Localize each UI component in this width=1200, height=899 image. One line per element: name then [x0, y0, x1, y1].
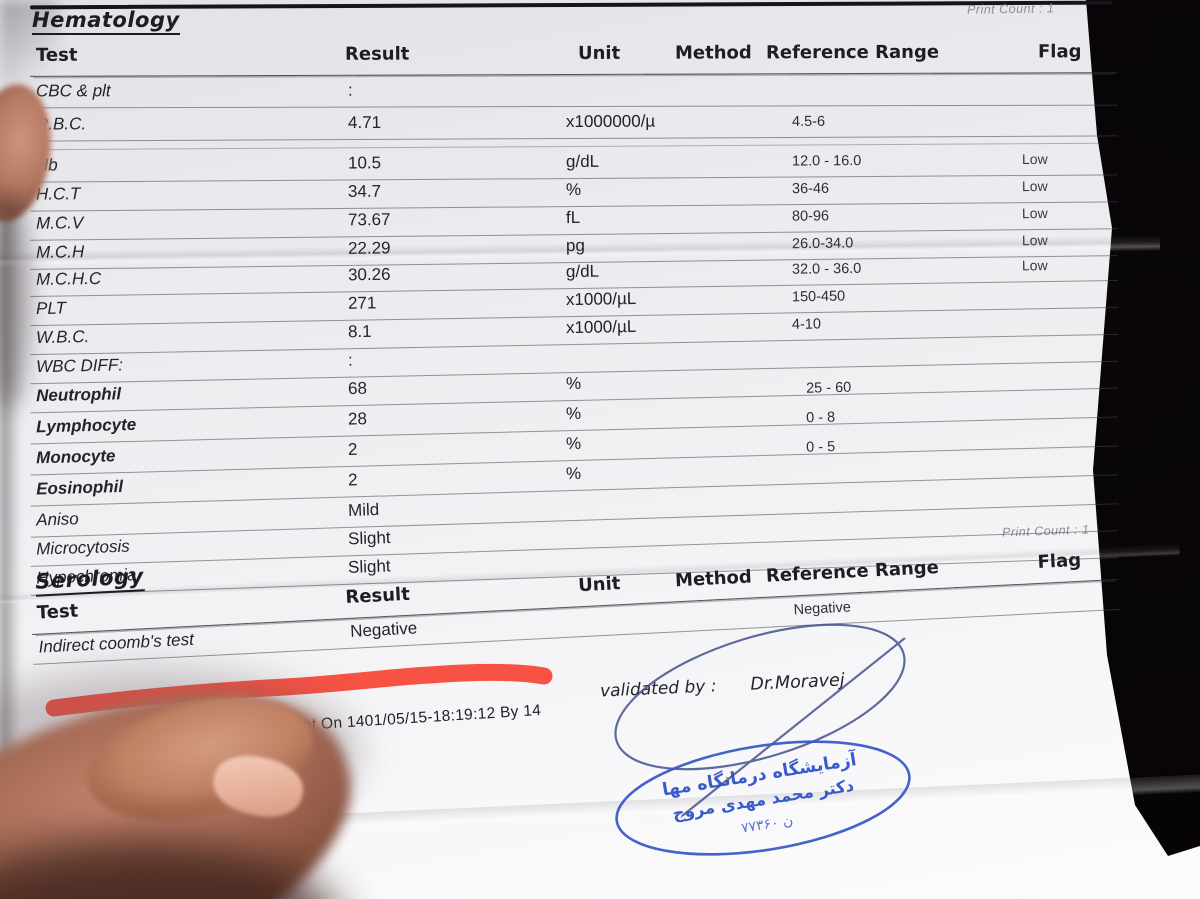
column-header-flag: Flag	[1037, 41, 1082, 63]
flag-cell: Low	[1021, 204, 1048, 222]
validating-doctor-name: Dr.Moravej	[749, 670, 846, 695]
column-header-reference-range: Reference Range	[765, 41, 940, 64]
reference-range-cell: 32.0 - 36.0	[791, 260, 862, 278]
unit-cell: pg	[565, 235, 586, 256]
result-cell: 22.29	[347, 238, 391, 258]
test-name-cell: CBC & plt	[35, 81, 111, 101]
test-name-cell: Aniso	[35, 509, 79, 530]
result-cell: 8.1	[347, 321, 372, 342]
result-cell: Negative	[349, 618, 418, 641]
unit-cell: x1000/µL	[565, 316, 637, 338]
unit-cell: %	[565, 463, 582, 484]
reference-range-cell: 12.0 - 16.0	[791, 153, 862, 170]
column-header-result: Result	[344, 583, 411, 609]
reference-range-cell: 36-46	[791, 180, 830, 198]
column-header-unit: Unit	[577, 42, 621, 64]
column-header-test: Test	[36, 600, 79, 624]
unit-cell: %	[565, 373, 582, 394]
test-name-cell: M.C.H	[35, 242, 85, 262]
column-header-result: Result	[344, 43, 410, 65]
reference-range-cell: 4-10	[791, 316, 822, 333]
unit-cell: %	[565, 403, 582, 424]
reference-range-cell: 80-96	[791, 208, 830, 225]
result-cell: 28	[347, 409, 368, 429]
table-row: R.B.C. 4.71 x1000000/µ 4.5-6	[29, 105, 1119, 142]
result-cell: 73.67	[347, 209, 391, 230]
print-count-top: Print Count : 1	[966, 1, 1055, 17]
column-header-method: Method	[674, 42, 752, 64]
test-name-cell: W.B.C.	[35, 327, 90, 348]
reference-range-cell: Negative	[793, 599, 852, 619]
test-name-cell: M.C.H.C	[35, 268, 102, 289]
flag-cell: Low	[1021, 150, 1048, 168]
column-header-flag: Flag	[1037, 549, 1082, 573]
test-name-cell: Eosinophil	[35, 476, 124, 499]
column-header-reference-range: Reference Range	[765, 556, 940, 587]
result-cell: Mild	[347, 499, 380, 520]
flag-cell: Low	[1021, 257, 1048, 274]
table-row: CBC & plt:	[29, 74, 1119, 109]
test-name-cell: Indirect coomb's test	[38, 629, 195, 657]
result-cell: 2	[347, 439, 358, 460]
flag-cell: Low	[1021, 177, 1048, 195]
hematology-header-row: Test Result Unit Method Reference Range …	[29, 38, 1119, 77]
flag-cell: Low	[1021, 231, 1048, 249]
test-name-cell: WBC DIFF:	[35, 355, 124, 377]
reference-range-cell: 4.5-6	[791, 113, 826, 130]
result-cell: :	[347, 80, 353, 100]
unit-cell: x1000/µL	[565, 288, 637, 310]
test-name-cell: Monocyte	[35, 446, 116, 468]
test-name-cell: H.C.T	[35, 184, 81, 204]
paper-shadow-left-edge	[0, 190, 20, 790]
test-name-cell: Lymphocyte	[35, 414, 137, 437]
column-header-method: Method	[674, 566, 753, 592]
hematology-section-title: Hematology	[32, 8, 180, 35]
unit-cell: %	[565, 433, 582, 454]
reference-range-cell: 150-450	[791, 288, 846, 306]
unit-cell: x1000000/µ	[565, 111, 656, 132]
test-name-cell: M.C.V	[35, 213, 84, 233]
result-cell: 34.7	[347, 181, 382, 201]
unit-cell: g/dL	[565, 151, 600, 172]
test-name-cell: PLT	[35, 298, 67, 319]
result-cell: 4.71	[347, 112, 382, 133]
result-cell: 68	[347, 378, 368, 399]
column-header-test: Test	[35, 44, 78, 66]
reference-range-cell: 26.0-34.0	[791, 235, 854, 253]
serology-section-title: Serology	[34, 564, 145, 597]
unit-cell: fL	[565, 207, 581, 228]
column-header-unit: Unit	[577, 573, 621, 597]
result-cell: 10.5	[347, 153, 382, 173]
result-cell: 30.26	[347, 264, 391, 285]
test-name-cell: Neutrophil	[35, 384, 122, 406]
result-cell: :	[347, 350, 353, 370]
result-cell: 2	[347, 470, 358, 490]
result-cell: 271	[347, 293, 377, 313]
unit-cell: %	[565, 179, 582, 200]
unit-cell: g/dL	[565, 261, 600, 282]
